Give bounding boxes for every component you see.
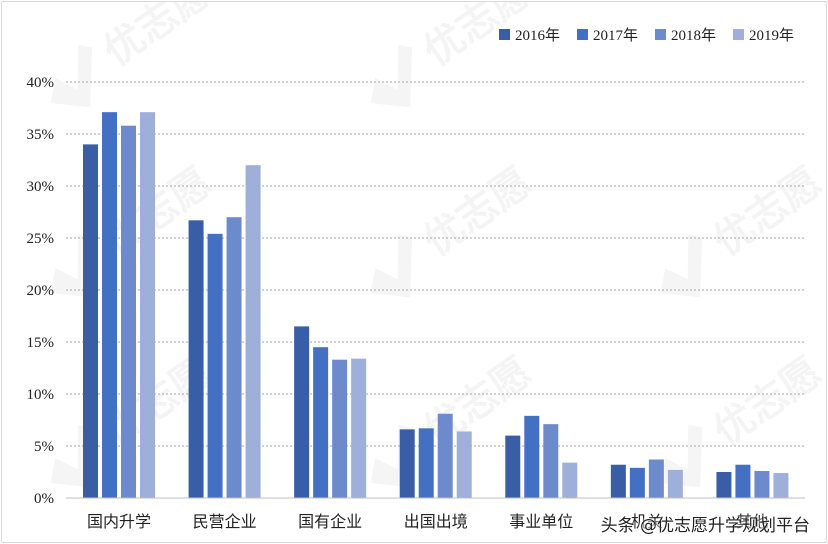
y-tick-label: 30% (27, 179, 55, 195)
y-tick-label: 15% (27, 335, 55, 351)
bars (83, 112, 789, 499)
bar-2019年-民营企业 (245, 165, 261, 498)
watermark-text: 优志愿 (95, 2, 220, 75)
bar-2016年-其他 (716, 472, 732, 498)
check-badge-icon (370, 44, 413, 108)
bar-2018年-其他 (754, 470, 770, 498)
y-tick-label: 25% (27, 231, 55, 247)
x-axis: 国内升学 民营企业 国有企业 出国出境 事业单位 机关 其他 (66, 497, 805, 531)
bar-2019年-国内升学 (140, 112, 155, 498)
y-tick-label: 0% (34, 491, 54, 507)
y-tick-label: 20% (27, 283, 55, 299)
y-tick-label: 5% (34, 439, 54, 455)
watermark-text: 优志愿 (705, 349, 826, 456)
bar-2016年-国有企业 (294, 326, 310, 498)
bar-2019年-事业单位 (562, 462, 578, 498)
watermark-text: 优志愿 (705, 159, 826, 266)
bar-2016年-出国出境 (399, 429, 415, 498)
bar-2017年-事业单位 (524, 415, 540, 498)
watermark-mark: 优志愿 (660, 159, 826, 298)
check-badge-icon (50, 424, 93, 488)
gridlines (66, 81, 805, 447)
legend-item: 2018年 (655, 27, 716, 44)
legend-swatch (577, 29, 588, 40)
legend-swatch (655, 29, 666, 40)
bar-2017年-国有企业 (313, 347, 329, 498)
legend-label: 2019年 (749, 27, 794, 44)
bar-2017年-国内升学 (102, 112, 117, 498)
legend-item: 2019年 (733, 27, 794, 44)
bar-2017年-机关 (629, 467, 645, 498)
bar-2019年-其他 (773, 473, 789, 498)
watermark-mark: 优志愿 (370, 2, 540, 108)
footer-caption: 头条 @优志愿升学规划平台 (600, 516, 810, 536)
bar-2018年-民营企业 (226, 217, 242, 498)
watermark-mark: 优志愿 (50, 2, 220, 108)
y-axis: 0% 5% 10% 15% 20% 25% 30% 35% 40% (27, 75, 55, 507)
bar-2016年-事业单位 (505, 435, 521, 498)
legend-label: 2017年 (593, 27, 638, 44)
bar-2018年-机关 (648, 459, 664, 498)
bar-2019年-国有企业 (351, 358, 367, 498)
x-tick-label: 民营企业 (193, 512, 257, 531)
y-tick-label: 35% (27, 127, 55, 143)
legend-label: 2018年 (671, 27, 716, 44)
bar-2017年-民营企业 (207, 233, 223, 498)
bar-2016年-机关 (610, 464, 626, 498)
bar-2019年-出国出境 (456, 431, 472, 498)
bar-2018年-国内升学 (121, 125, 136, 499)
legend-swatch (733, 29, 744, 40)
check-badge-icon (660, 234, 703, 298)
watermark-mark: 优志愿 (370, 159, 540, 298)
bar-2019年-机关 (667, 469, 683, 498)
check-badge-icon (370, 234, 413, 298)
watermark-text: 优志愿 (415, 349, 540, 456)
x-tick-label: 其他 (736, 512, 768, 531)
x-tick-label: 事业单位 (509, 512, 573, 531)
legend-label: 2016年 (515, 27, 560, 44)
bar-2017年-其他 (735, 464, 751, 498)
bar-2016年-民营企业 (188, 220, 204, 498)
x-tick-label: 机关 (631, 512, 663, 531)
check-badge-icon (50, 44, 93, 108)
bar-2016年-国内升学 (83, 144, 98, 498)
legend-item: 2016年 (499, 27, 560, 44)
legend: 2016年 2017年 2018年 2019年 (499, 27, 794, 44)
bar-2018年-出国出境 (437, 413, 453, 498)
x-tick-label: 国有企业 (298, 512, 362, 531)
x-tick-label: 出国出境 (404, 512, 468, 531)
watermark-text: 优志愿 (415, 159, 540, 266)
bar-2017年-出国出境 (418, 428, 434, 498)
x-tick-label: 国内升学 (87, 512, 151, 531)
legend-item: 2017年 (577, 27, 638, 44)
bar-2018年-事业单位 (543, 424, 559, 498)
bar-2018年-国有企业 (332, 359, 348, 498)
legend-swatch (499, 29, 510, 40)
y-tick-label: 40% (27, 75, 55, 91)
y-tick-label: 10% (27, 387, 55, 403)
check-badge-icon (50, 234, 93, 298)
